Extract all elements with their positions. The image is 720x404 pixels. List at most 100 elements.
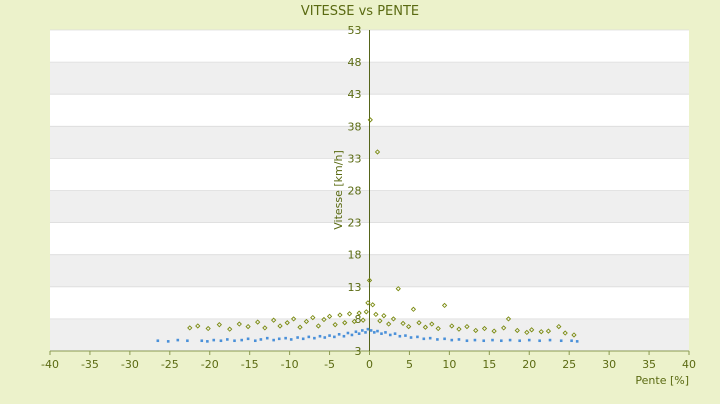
data-point-olive — [284, 320, 290, 326]
data-point-blue — [366, 327, 370, 331]
data-point-olive — [356, 310, 362, 316]
data-point-olive — [245, 323, 251, 330]
data-point-blue — [219, 339, 223, 343]
data-point-blue — [388, 333, 392, 337]
x-tick-label: 25 — [562, 358, 576, 371]
data-point-blue — [289, 338, 293, 341]
data-point-olive — [514, 327, 520, 334]
data-point-blue — [393, 332, 397, 335]
data-point-olive — [416, 320, 422, 326]
data-point-olive — [505, 316, 512, 322]
y-tick-label: 13 — [348, 281, 362, 294]
data-point-olive — [422, 324, 429, 330]
data-point-blue — [376, 329, 379, 333]
data-point-olive — [187, 325, 193, 331]
data-point-olive — [310, 314, 316, 321]
x-tick-label: 35 — [642, 358, 656, 371]
data-point-blue — [491, 338, 494, 342]
data-point-blue — [527, 338, 531, 342]
data-point-blue — [443, 337, 446, 341]
y-tick-label: 23 — [348, 217, 362, 230]
data-point-blue — [538, 339, 541, 343]
data-point-olive — [321, 316, 327, 323]
data-point-olive — [271, 317, 277, 323]
data-point-olive — [556, 323, 562, 330]
data-point-blue — [253, 339, 257, 343]
data-point-olive — [538, 329, 544, 335]
data-point-olive — [297, 324, 303, 330]
data-point-blue — [416, 335, 419, 339]
x-tick-label: 30 — [602, 358, 616, 371]
x-tick-label: 10 — [442, 358, 456, 371]
data-point-blue — [404, 334, 407, 337]
data-point-olive — [332, 322, 338, 328]
data-point-olive — [216, 322, 222, 328]
data-point-blue — [548, 338, 552, 342]
data-point-olive — [449, 323, 455, 329]
data-point-blue — [313, 336, 316, 340]
data-point-olive — [491, 328, 497, 334]
data-point-olive — [562, 330, 568, 336]
y-tick-label: 53 — [348, 24, 362, 37]
data-point-olive — [406, 323, 412, 330]
data-point-blue — [422, 337, 426, 341]
plot-area: -40 -35 -30 -25 -20 -15 -10 -5 0 5 10 15 20 25 30 35 40 3… — [41, 24, 696, 371]
data-point-olive — [346, 311, 353, 317]
y-tick-label: 18 — [348, 249, 362, 262]
data-point-olive — [277, 323, 283, 329]
data-point-olive — [473, 327, 479, 334]
data-point-olive — [571, 332, 577, 338]
data-point-olive — [377, 318, 383, 324]
data-point-blue — [277, 337, 281, 341]
data-point-blue — [186, 339, 189, 343]
data-point-olive — [363, 309, 369, 315]
y-tick-label: 28 — [348, 185, 362, 198]
data-point-olive — [262, 325, 268, 331]
data-point-blue — [318, 334, 322, 338]
data-point-olive — [524, 329, 530, 336]
y-tick-label: 38 — [348, 120, 362, 133]
data-point-olive — [481, 325, 488, 332]
data-point-olive — [529, 327, 535, 333]
x-axis-label: Pente [%] — [635, 374, 689, 387]
data-point-blue — [246, 337, 250, 341]
data-point-blue — [357, 332, 361, 335]
data-point-blue — [380, 332, 383, 335]
data-point-olive — [410, 306, 417, 312]
data-point-blue — [465, 339, 469, 343]
data-point-blue — [350, 333, 354, 337]
data-point-olive — [360, 317, 366, 323]
y-tick-label: 48 — [348, 56, 362, 69]
data-point-blue — [166, 340, 170, 343]
data-point-blue — [342, 334, 346, 338]
data-point-blue — [361, 329, 364, 332]
data-point-blue — [384, 331, 387, 334]
x-tick-label: -40 — [41, 358, 59, 371]
y-axis-label: Vitesse [km/h] — [332, 150, 345, 230]
data-point-blue — [428, 336, 432, 340]
data-point-blue — [323, 336, 327, 339]
data-point-blue — [296, 336, 299, 339]
data-point-blue — [575, 340, 579, 343]
x-tick-label: 40 — [682, 358, 696, 371]
data-point-olive — [429, 321, 435, 327]
data-point-olive — [205, 325, 211, 332]
x-tick-label: -15 — [241, 358, 259, 371]
data-point-blue — [265, 336, 269, 340]
x-tick-label: 20 — [522, 358, 536, 371]
data-point-olive — [390, 316, 397, 322]
y-tick-label: 43 — [348, 88, 362, 101]
data-point-blue — [354, 330, 358, 334]
x-tick-label: -5 — [324, 358, 335, 371]
x-tick-label: 5 — [406, 358, 413, 371]
data-point-olive — [374, 149, 381, 155]
data-point-blue — [226, 338, 229, 341]
data-point-olive — [236, 321, 242, 327]
y-tick-label: 8 — [355, 313, 362, 326]
data-point-olive — [464, 323, 470, 330]
data-point-blue — [570, 339, 573, 343]
data-point-blue — [499, 339, 503, 343]
data-point-blue — [307, 335, 311, 339]
data-point-olive — [435, 325, 441, 332]
data-point-olive — [195, 323, 201, 329]
